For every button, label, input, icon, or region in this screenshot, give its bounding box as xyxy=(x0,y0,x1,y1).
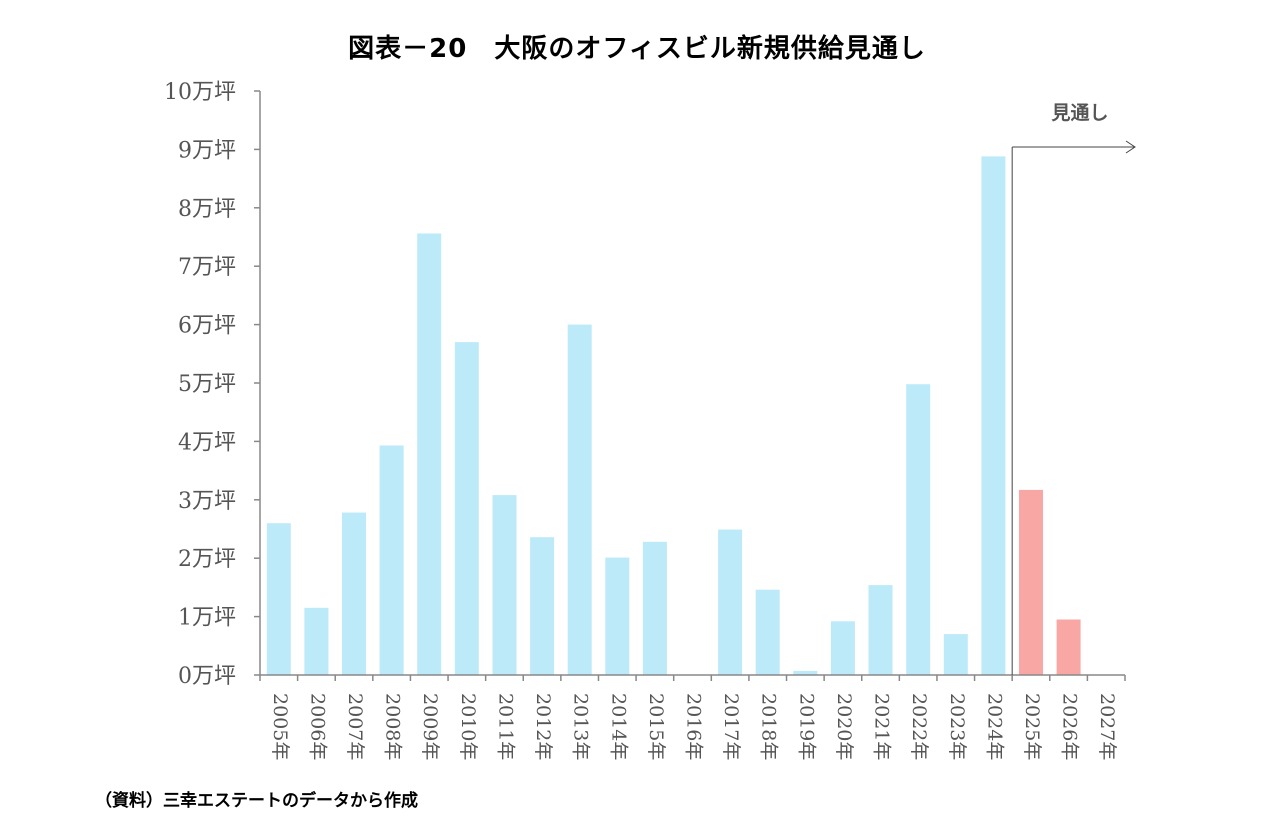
bar-2017年 xyxy=(718,529,743,675)
x-tick-labels: 2005年 2006年 2007年 2008年 2009年 2010年 2011年 2012年… xyxy=(269,693,1118,760)
forecast-marker: 見通し xyxy=(1011,102,1136,675)
x-tick-label-2024年: 2024年 xyxy=(983,693,1005,760)
x-tick-label-2006年: 2006年 xyxy=(306,693,328,760)
y-tick-labels: 0万坪 1万坪 2万坪 3万坪 4万坪 5万坪 6万坪 7万坪 8万坪 9万坪 10万坪 xyxy=(164,80,236,689)
forecast-arrowhead xyxy=(1125,140,1136,154)
forecast-label: 見通し xyxy=(1051,102,1108,124)
bar-2009年 xyxy=(417,233,442,675)
x-tick-label-2015年: 2015年 xyxy=(645,693,667,760)
y-tick-label: 6万坪 xyxy=(178,314,236,339)
bar-2025年 xyxy=(1019,489,1043,675)
x-tick-label-2025年: 2025年 xyxy=(1021,693,1043,760)
bar-2015年 xyxy=(642,541,667,675)
bar-2018年 xyxy=(755,589,780,675)
source-note: （資料）三幸エステートのデータから作成 xyxy=(95,791,418,811)
x-tick-label-2020年: 2020年 xyxy=(833,693,855,760)
bar-2022年 xyxy=(906,384,931,675)
y-tick-label: 5万坪 xyxy=(178,372,236,397)
y-tick-label: 2万坪 xyxy=(178,547,236,572)
y-tick-label: 1万坪 xyxy=(178,606,236,631)
x-tick-label-2014年: 2014年 xyxy=(607,693,629,760)
y-tick-label: 9万坪 xyxy=(178,138,236,163)
x-tick-label-2005年: 2005年 xyxy=(269,693,291,760)
x-tick-label-2016年: 2016年 xyxy=(683,693,705,760)
x-tick-label-2011年: 2011年 xyxy=(495,693,517,760)
bar-2014年 xyxy=(605,557,630,675)
axes-group xyxy=(254,90,1126,681)
bar-2007年 xyxy=(342,512,366,675)
x-tick-label-2018年: 2018年 xyxy=(758,693,780,760)
bar-2023年 xyxy=(943,634,968,675)
chart-title: 図表－20 大阪のオフィスビル新規供給見通し xyxy=(348,34,926,64)
bar-2008年 xyxy=(379,445,404,675)
y-tick-label: 4万坪 xyxy=(178,430,236,455)
bar-2019年 xyxy=(793,670,818,675)
bar-2010年 xyxy=(454,342,479,675)
x-tick-label-2009年: 2009年 xyxy=(419,693,441,760)
x-tick-label-2019年: 2019年 xyxy=(795,693,817,760)
bar-2005年 xyxy=(266,523,291,675)
y-tick-label: 0万坪 xyxy=(178,664,236,689)
x-tick-label-2013年: 2013年 xyxy=(570,693,592,760)
x-tick-label-2007年: 2007年 xyxy=(344,693,366,760)
bar-2024年 xyxy=(981,156,1006,675)
y-tick-label: 10万坪 xyxy=(164,80,236,105)
bars-group xyxy=(266,156,1081,675)
bar-2020年 xyxy=(830,621,855,675)
bar-2021年 xyxy=(868,585,893,675)
y-tick-label: 3万坪 xyxy=(178,489,236,514)
x-tick-label-2017年: 2017年 xyxy=(720,693,742,760)
bar-2013年 xyxy=(567,324,592,675)
x-tick-label-2022年: 2022年 xyxy=(908,693,930,760)
x-tick-label-2008年: 2008年 xyxy=(382,693,404,760)
x-tick-label-2027年: 2027年 xyxy=(1096,693,1118,760)
bar-2026年 xyxy=(1056,619,1081,675)
y-tick-label: 8万坪 xyxy=(178,197,236,222)
x-tick-label-2012年: 2012年 xyxy=(532,693,554,760)
x-tick-label-2021年: 2021年 xyxy=(871,693,893,760)
y-tick-label: 7万坪 xyxy=(178,255,236,280)
bar-2011年 xyxy=(492,495,517,675)
x-tick-label-2010年: 2010年 xyxy=(457,693,479,760)
x-tick-label-2023年: 2023年 xyxy=(946,693,968,760)
bar-2012年 xyxy=(530,537,555,675)
bar-2006年 xyxy=(304,607,329,675)
x-tick-label-2026年: 2026年 xyxy=(1059,693,1081,760)
